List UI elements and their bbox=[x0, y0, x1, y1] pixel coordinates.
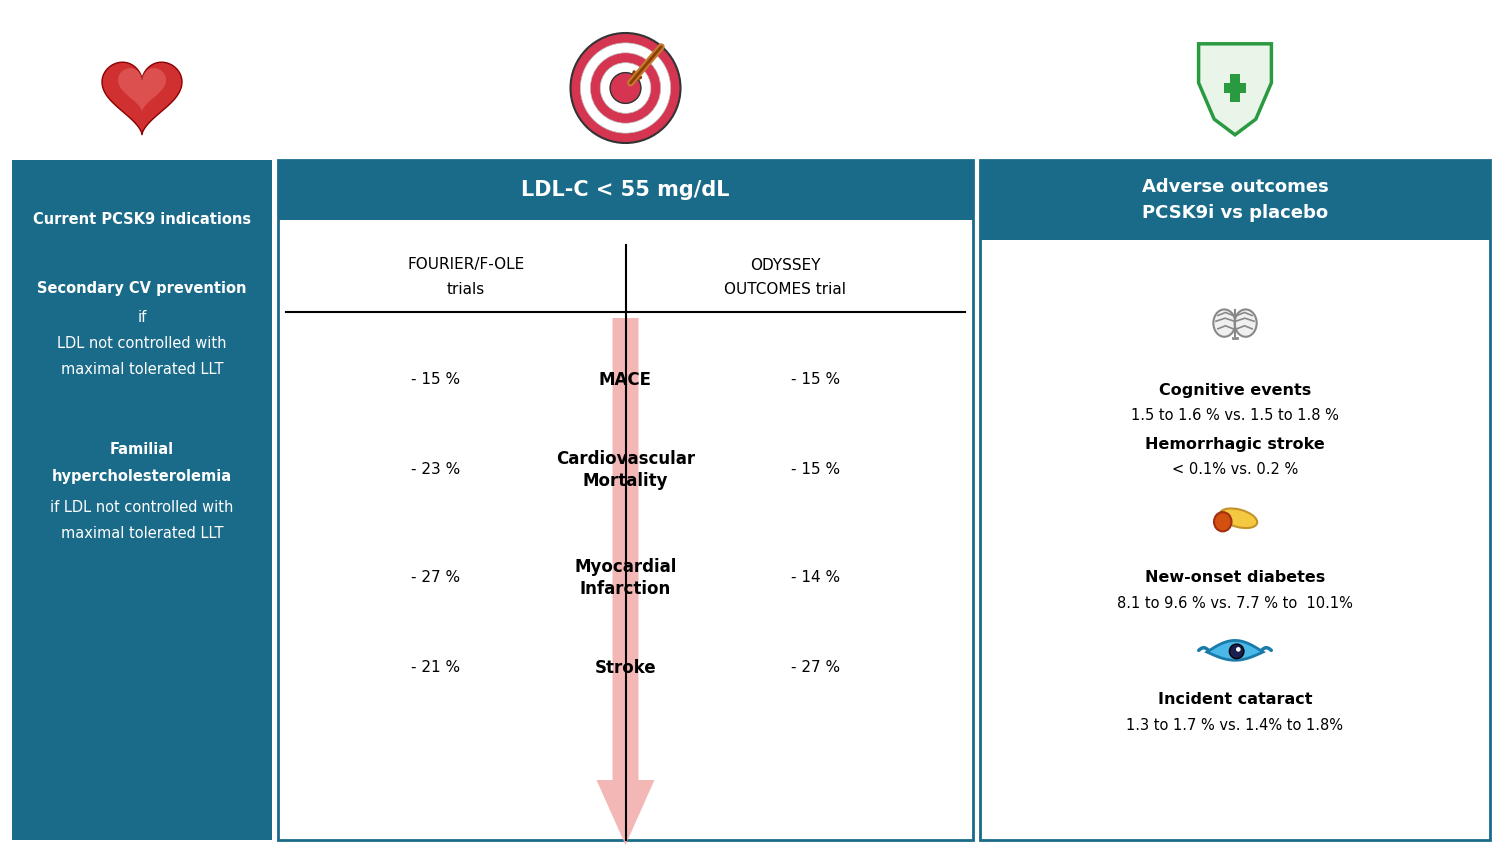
Polygon shape bbox=[1199, 43, 1271, 134]
Text: Hemorrhagic stroke: Hemorrhagic stroke bbox=[1145, 437, 1325, 452]
Circle shape bbox=[610, 72, 641, 104]
Ellipse shape bbox=[1235, 310, 1257, 337]
Text: if LDL not controlled with: if LDL not controlled with bbox=[50, 500, 234, 516]
Polygon shape bbox=[596, 318, 655, 845]
Ellipse shape bbox=[1214, 310, 1235, 337]
Text: maximal tolerated LLT: maximal tolerated LLT bbox=[60, 363, 224, 378]
Text: FOURIER/F-OLE: FOURIER/F-OLE bbox=[407, 258, 524, 272]
Text: - 15 %: - 15 % bbox=[790, 373, 840, 387]
Text: Familial: Familial bbox=[110, 443, 174, 458]
Text: Current PCSK9 indications: Current PCSK9 indications bbox=[33, 213, 251, 227]
Text: hypercholesterolemia: hypercholesterolemia bbox=[53, 470, 233, 484]
Text: - 14 %: - 14 % bbox=[790, 570, 840, 585]
PathPatch shape bbox=[102, 62, 182, 134]
Text: maximal tolerated LLT: maximal tolerated LLT bbox=[60, 527, 224, 541]
Text: - 15 %: - 15 % bbox=[790, 462, 840, 477]
Text: - 23 %: - 23 % bbox=[412, 462, 460, 477]
Circle shape bbox=[580, 43, 670, 133]
Text: Myocardial
Infarction: Myocardial Infarction bbox=[574, 558, 677, 598]
Circle shape bbox=[1230, 644, 1244, 659]
Text: 8.1 to 9.6 % vs. 7.7 % to  10.1%: 8.1 to 9.6 % vs. 7.7 % to 10.1% bbox=[1117, 597, 1353, 612]
Text: 1.5 to 1.6 % vs. 1.5 to 1.8 %: 1.5 to 1.6 % vs. 1.5 to 1.8 % bbox=[1131, 408, 1338, 424]
Circle shape bbox=[571, 33, 680, 143]
FancyBboxPatch shape bbox=[979, 160, 1490, 840]
PathPatch shape bbox=[119, 68, 167, 111]
Text: if: if bbox=[137, 311, 147, 325]
Ellipse shape bbox=[1214, 512, 1232, 531]
Text: Adverse outcomes
PCSK9i vs placebo: Adverse outcomes PCSK9i vs placebo bbox=[1142, 179, 1328, 221]
Text: Cardiovascular
Mortality: Cardiovascular Mortality bbox=[556, 450, 695, 490]
Text: 1.3 to 1.7 % vs. 1.4% to 1.8%: 1.3 to 1.7 % vs. 1.4% to 1.8% bbox=[1126, 718, 1343, 734]
FancyBboxPatch shape bbox=[12, 160, 272, 840]
FancyBboxPatch shape bbox=[1230, 74, 1239, 102]
Text: Stroke: Stroke bbox=[595, 659, 656, 677]
Text: - 27 %: - 27 % bbox=[790, 660, 840, 676]
Text: Cognitive events: Cognitive events bbox=[1160, 382, 1311, 397]
Text: MACE: MACE bbox=[599, 371, 652, 389]
Text: Secondary CV prevention: Secondary CV prevention bbox=[38, 281, 246, 295]
FancyBboxPatch shape bbox=[278, 160, 973, 840]
Polygon shape bbox=[1208, 641, 1263, 660]
Text: LDL not controlled with: LDL not controlled with bbox=[57, 336, 227, 351]
Circle shape bbox=[610, 72, 641, 104]
FancyBboxPatch shape bbox=[1224, 83, 1245, 93]
Text: OUTCOMES trial: OUTCOMES trial bbox=[724, 283, 846, 298]
FancyBboxPatch shape bbox=[979, 160, 1490, 240]
Circle shape bbox=[601, 63, 650, 113]
Circle shape bbox=[590, 53, 661, 123]
Text: LDL-C < 55 mg/dL: LDL-C < 55 mg/dL bbox=[521, 180, 730, 200]
FancyBboxPatch shape bbox=[278, 160, 973, 220]
Text: Incident cataract: Incident cataract bbox=[1158, 693, 1313, 707]
Text: - 15 %: - 15 % bbox=[412, 373, 460, 387]
Text: < 0.1% vs. 0.2 %: < 0.1% vs. 0.2 % bbox=[1172, 462, 1298, 477]
Text: New-onset diabetes: New-onset diabetes bbox=[1145, 570, 1325, 585]
Text: ODYSSEY: ODYSSEY bbox=[749, 258, 820, 272]
Ellipse shape bbox=[1220, 508, 1257, 528]
Text: - 27 %: - 27 % bbox=[412, 570, 460, 585]
Circle shape bbox=[1236, 647, 1241, 652]
Text: - 21 %: - 21 % bbox=[412, 660, 460, 676]
Text: trials: trials bbox=[446, 283, 485, 298]
